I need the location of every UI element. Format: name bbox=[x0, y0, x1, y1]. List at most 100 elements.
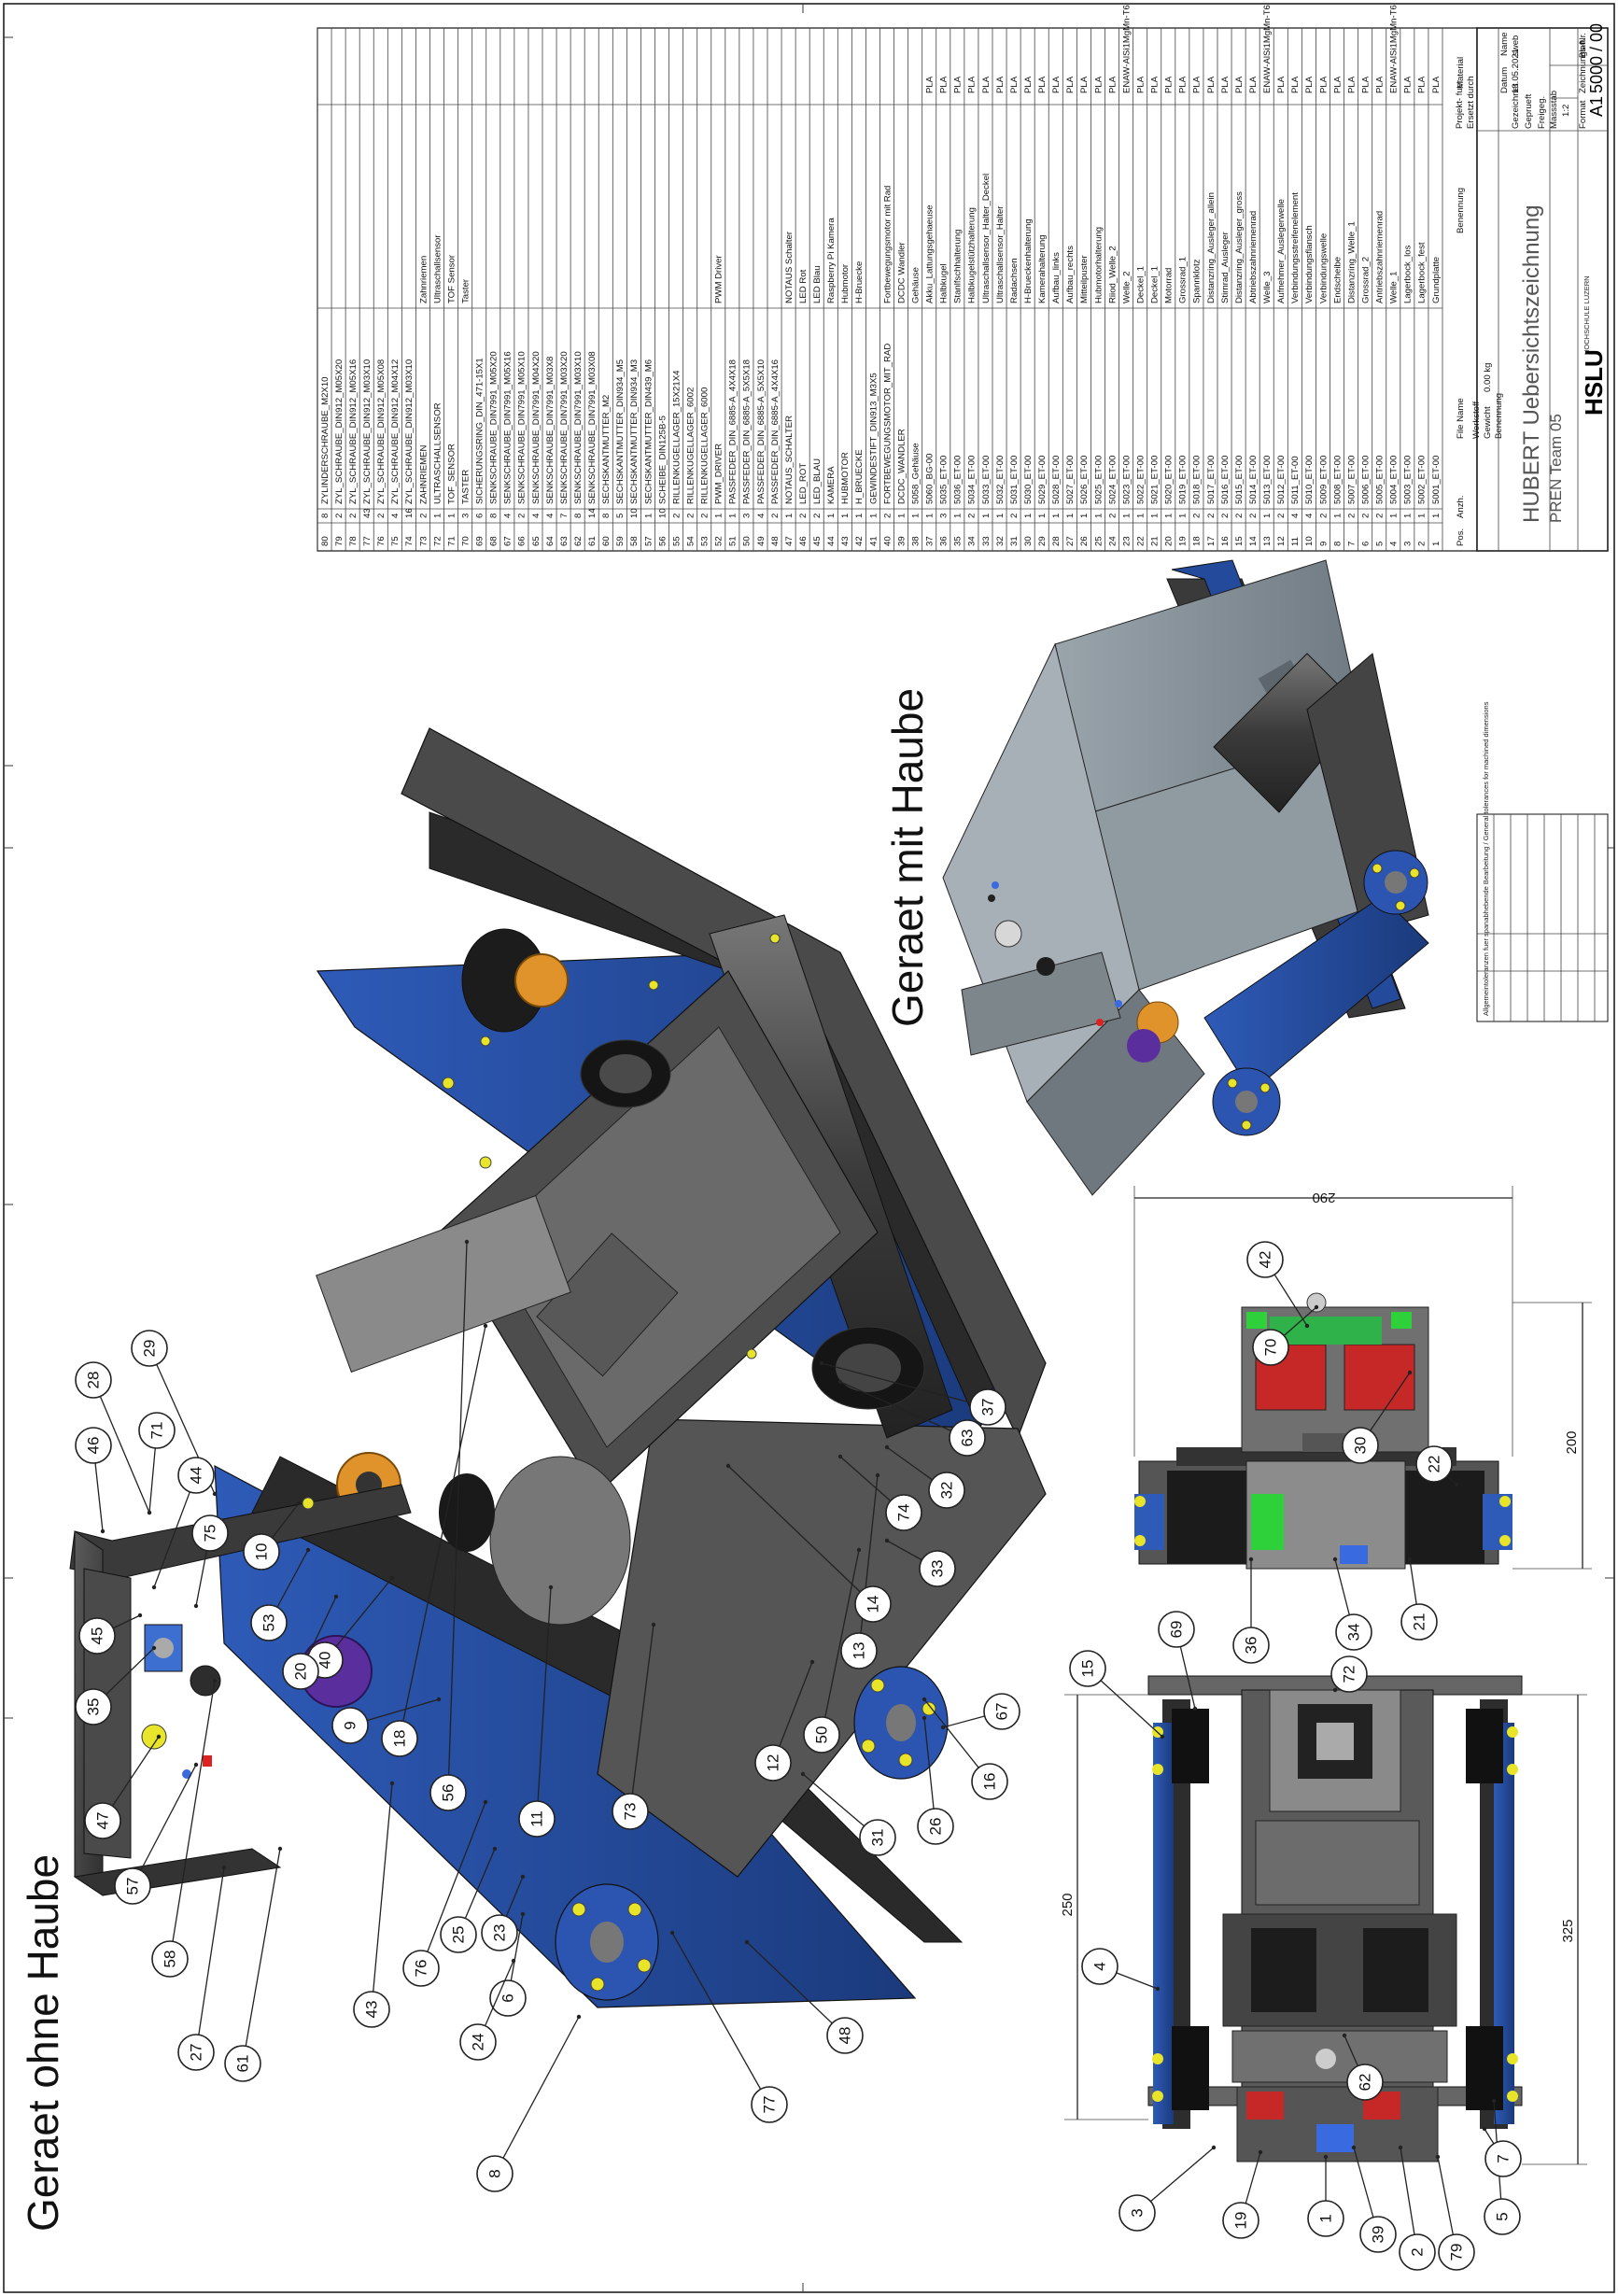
tb-label-massstab: Massstab bbox=[1549, 91, 1559, 129]
tb-label-gezeichnet: Gezeichnet bbox=[1511, 83, 1521, 129]
bom-material: PLA bbox=[1248, 76, 1259, 93]
balloon-label: 2 bbox=[1409, 2247, 1427, 2256]
balloon-label: 6 bbox=[499, 1993, 517, 2002]
bom-pos: 1 bbox=[1431, 542, 1442, 546]
bom-material: PLA bbox=[1304, 76, 1315, 93]
tb-date: 13.05.2021 bbox=[1511, 49, 1521, 93]
bom-desc: Deckel_1 bbox=[1150, 266, 1161, 303]
bom-qty: 1 bbox=[1037, 514, 1048, 518]
bom-desc: H-Brueckenhalterung bbox=[1023, 218, 1034, 303]
bom-qty: 1 bbox=[826, 514, 837, 518]
bom-file: 5011_ET-00 bbox=[1290, 456, 1301, 504]
balloon-iso-12: 12 bbox=[754, 1659, 815, 1782]
bom-material: PLA bbox=[1037, 76, 1048, 93]
bom-material: PLA bbox=[1403, 76, 1414, 93]
balloon-iso-33: 33 bbox=[884, 1538, 956, 1587]
balloon-iso-11: 11 bbox=[518, 1585, 556, 1838]
bom-file: SECHSKANTMUTTER_DIN934_M5 bbox=[615, 359, 626, 504]
balloon-iso-9: 9 bbox=[331, 1697, 442, 1744]
bom-file: ZYL_SCHRAUBE_DIN912_M05X20 bbox=[334, 359, 345, 504]
bom-qty: 14 bbox=[587, 508, 598, 518]
bom-file: PASSFEDER_DIN_6885-A_4X4X18 bbox=[728, 359, 739, 504]
bom-file: SENKSCHRAUBE_DIN7991_M03X8 bbox=[545, 357, 556, 504]
bom-material: PLA bbox=[1234, 76, 1245, 93]
bom-pos: 41 bbox=[868, 536, 879, 546]
bom-pos: 53 bbox=[700, 536, 711, 546]
bom-pos: 20 bbox=[1164, 536, 1175, 546]
dim-325: 325 bbox=[1560, 1919, 1576, 1942]
bom-qty: 1 bbox=[714, 514, 725, 518]
balloon-label: 42 bbox=[1257, 1251, 1274, 1269]
bom-pos: 27 bbox=[1065, 536, 1076, 546]
bom-pos: 4 bbox=[1389, 541, 1400, 546]
balloon-front-30: 30 bbox=[1342, 1370, 1413, 1464]
bom-pos: 50 bbox=[742, 536, 753, 546]
bom-file: HUBMOTOR bbox=[840, 452, 851, 504]
bom-desc: NOTAUS Schalter bbox=[784, 231, 795, 303]
bom-qty: 1 bbox=[1065, 514, 1076, 518]
bom-file: SENKSCHRAUBE_DIN7991_M03X20 bbox=[559, 351, 570, 504]
bom-file: 5021_ET-00 bbox=[1150, 456, 1161, 504]
bom-qty: 1 bbox=[1164, 514, 1175, 518]
bom-header-pos: Pos. bbox=[1456, 528, 1466, 546]
bom-qty: 8 bbox=[601, 514, 612, 518]
bom-qty: 16 bbox=[404, 508, 415, 518]
bom-desc: Stirnrad_Ausleger bbox=[1220, 231, 1231, 303]
bom-pos: 6 bbox=[1360, 542, 1371, 546]
balloon-label: 24 bbox=[470, 2034, 487, 2051]
balloon-iso-24: 24 bbox=[459, 1958, 516, 2061]
bom-pos: 25 bbox=[1093, 536, 1104, 546]
balloon-iso-58: 58 bbox=[151, 1678, 218, 1978]
bom-qty: 4 bbox=[1304, 513, 1315, 518]
balloon-label: 4 bbox=[1091, 1962, 1109, 1970]
balloon-iso-14: 14 bbox=[725, 1463, 892, 1623]
bom-qty: 1 bbox=[1051, 514, 1062, 518]
bom-pos: 9 bbox=[1318, 542, 1329, 546]
bom-pos: 67 bbox=[503, 536, 514, 546]
balloon-label: 18 bbox=[391, 1730, 409, 1748]
balloon-label: 21 bbox=[1411, 1613, 1428, 1631]
bom-desc: Distanzring_Ausleger_gross bbox=[1234, 191, 1245, 303]
bom-pos: 23 bbox=[1121, 536, 1132, 546]
bom-qty: 3 bbox=[742, 514, 753, 518]
balloon-label: 23 bbox=[491, 1924, 509, 1942]
bom-desc: Radachsen bbox=[1009, 258, 1020, 303]
balloon-label: 53 bbox=[260, 1614, 278, 1632]
balloon-front-34: 34 bbox=[1332, 1556, 1372, 1651]
sheet-border bbox=[3, 3, 1615, 2293]
bom-file: ZYL_SCHRAUBE_DIN912_M05X08 bbox=[376, 359, 387, 504]
bom-file: 5025_ET-00 bbox=[1093, 456, 1104, 504]
bom-qty: 3 bbox=[460, 514, 471, 518]
bom-pos: 74 bbox=[404, 536, 415, 546]
bom-desc: Zahnriemen bbox=[418, 256, 429, 303]
bom-pos: 29 bbox=[1037, 536, 1048, 546]
bom-qty: 2 bbox=[1220, 514, 1231, 518]
bom-desc: Taster bbox=[460, 278, 471, 303]
bom-desc: Verbindungsstreifenelement bbox=[1290, 192, 1301, 303]
bom-qty: 2 bbox=[517, 514, 528, 518]
bom-qty: 1 bbox=[840, 514, 851, 518]
bom-file: SECHSKANTMUTTER_DIN934_M3 bbox=[629, 359, 640, 504]
bom-qty: 2 bbox=[1360, 514, 1371, 518]
balloon-label: 40 bbox=[317, 1652, 334, 1669]
bom-file: 5001_ET-00 bbox=[1431, 456, 1442, 504]
balloon-iso-45: 45 bbox=[78, 1613, 143, 1655]
bom-qty: 2 bbox=[1346, 514, 1357, 518]
bom-qty: 1 bbox=[1023, 514, 1034, 518]
balloon-label: 25 bbox=[450, 1926, 468, 1944]
bom-pos: 72 bbox=[432, 536, 443, 546]
bom-desc: Verbindungsflansch bbox=[1304, 225, 1315, 303]
title-with-hood: Geraet mit Haube bbox=[883, 688, 932, 1027]
balloon-top-39: 39 bbox=[1351, 2145, 1397, 2253]
bom-file: ZAHNRIEMEN bbox=[418, 445, 429, 504]
bom-qty: 1 bbox=[1403, 514, 1414, 518]
balloon-front-70: 70 bbox=[1252, 1304, 1319, 1366]
bom-qty: 2 bbox=[685, 514, 696, 518]
bom-file: 5058_Gehäuse bbox=[910, 443, 921, 504]
bom-file: SCHEIBE_DIN125B-5 bbox=[657, 416, 668, 504]
bom-desc: Distanzring_Ausleger_allein bbox=[1206, 192, 1217, 303]
bom-qty: 1 bbox=[1332, 514, 1343, 518]
bom-material: PLA bbox=[1079, 76, 1090, 93]
balloon-top-69: 69 bbox=[1158, 1611, 1198, 1711]
